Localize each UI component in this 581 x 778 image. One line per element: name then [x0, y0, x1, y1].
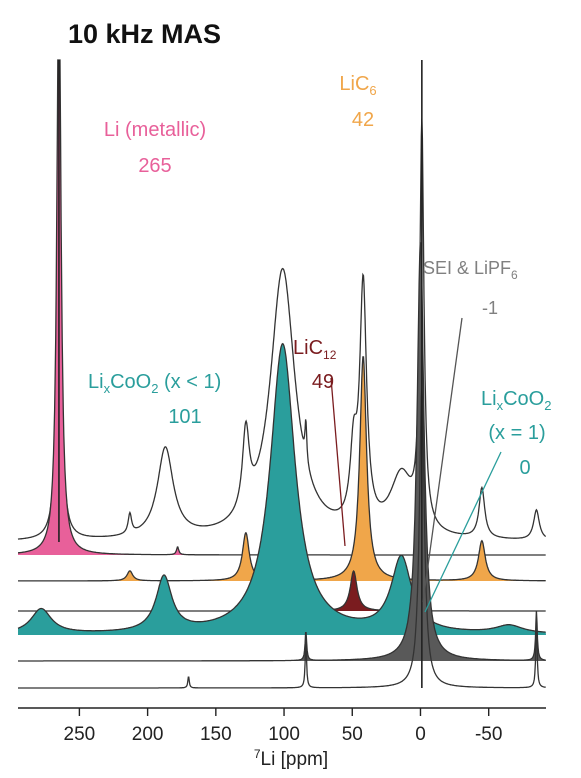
lixcoo2-label: LixCoO2 (x < 1)	[88, 371, 221, 396]
lic12-label-text: LiC	[293, 337, 323, 359]
x-axis-ticks: 250 200 150 100 50 0 -50	[64, 708, 502, 745]
chart-title: 10 kHz MAS	[68, 19, 221, 49]
sei-leader-line	[422, 317, 463, 603]
peak-annotations: Li (metallic) 265 LiC6 42 SEI & LiPF6 -1…	[88, 73, 551, 479]
sei-shift: -1	[482, 298, 498, 318]
lixcoo2-x1-label-li: Li	[481, 388, 497, 410]
metallic-shift: 265	[138, 155, 171, 177]
x-tick-label-100: 100	[268, 724, 300, 745]
lic6-label-sub: 6	[369, 83, 376, 98]
sei-label-sub: 6	[511, 268, 518, 282]
lixcoo2-label-li: Li	[88, 371, 104, 393]
lic12-label-sub: 12	[323, 348, 337, 362]
lixcoo2-shift: 101	[168, 406, 201, 428]
lixcoo2-x1-label-2: 2	[544, 398, 551, 413]
lixcoo2-x1-cond: (x = 1)	[488, 422, 545, 444]
lixcoo2-x1-label: LixCoO2	[481, 388, 551, 413]
lic12-label: LiC12	[293, 337, 337, 362]
spectra-traces	[17, 59, 547, 689]
lixcoo2-x1-shift: 0	[519, 457, 530, 479]
lixcoo2-label-2: 2	[151, 381, 158, 396]
x-tick-label-200: 200	[132, 724, 164, 745]
x-tick-label-0: 0	[415, 724, 426, 745]
trace-lixcoo2-fill	[18, 343, 546, 635]
lixcoo2-x1-label-x: x	[497, 398, 504, 413]
lixcoo2-label-co: CoO	[110, 371, 151, 393]
sei-label: SEI & LiPF6	[423, 258, 518, 282]
lic6-label-text: LiC	[339, 73, 369, 95]
x-tick-label-250: 250	[64, 724, 96, 745]
metallic-label: Li (metallic)	[104, 119, 206, 141]
lic12-leader-line	[330, 377, 346, 547]
x-tick-label-50: 50	[342, 724, 363, 745]
sei-label-text: SEI & LiPF	[423, 258, 511, 278]
x-tick-label-150: 150	[200, 724, 232, 745]
trace-lixcoo2-line	[17, 342, 546, 633]
lixcoo2-label-x: x	[104, 381, 111, 396]
annotation-lines	[330, 317, 502, 613]
lixcoo2-x1-label-co: CoO	[503, 388, 544, 410]
x-axis-label-text: Li [ppm]	[261, 749, 329, 770]
lixcoo2-label-cond: (x < 1)	[158, 371, 221, 393]
x-axis-label-superscript: 7	[254, 747, 261, 761]
lixcoo2-x1-leader-line	[424, 451, 502, 613]
trace-lixcoo2-x1-line	[18, 242, 546, 662]
x-tick-label--50: -50	[475, 724, 502, 745]
trace-sum-line	[17, 118, 547, 540]
lic6-label: LiC6	[339, 73, 376, 98]
lic12-shift: 49	[312, 371, 334, 393]
trace-sei-line	[18, 387, 546, 689]
lic6-shift: 42	[352, 109, 374, 131]
x-axis-label: 7Li [ppm]	[254, 747, 328, 770]
